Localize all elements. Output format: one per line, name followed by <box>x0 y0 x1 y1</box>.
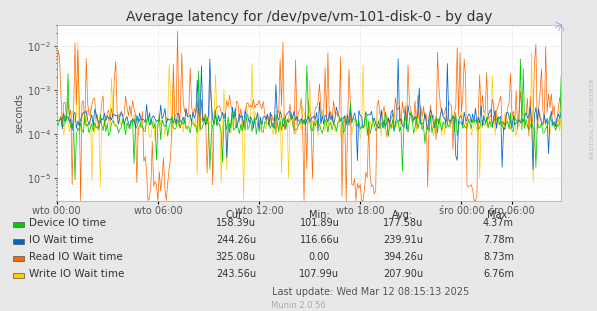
Text: 158.39u: 158.39u <box>216 218 256 228</box>
Text: 239.91u: 239.91u <box>383 235 423 245</box>
Text: Avg:: Avg: <box>392 210 414 220</box>
Text: Last update: Wed Mar 12 08:15:13 2025: Last update: Wed Mar 12 08:15:13 2025 <box>272 287 469 297</box>
Text: IO Wait time: IO Wait time <box>29 235 93 245</box>
Text: 244.26u: 244.26u <box>216 235 256 245</box>
Text: 0.00: 0.00 <box>309 252 330 262</box>
Text: 177.58u: 177.58u <box>383 218 423 228</box>
Text: Cur:: Cur: <box>226 210 246 220</box>
Text: Device IO time: Device IO time <box>29 218 106 228</box>
Text: 4.37m: 4.37m <box>483 218 514 228</box>
Text: Min:: Min: <box>309 210 330 220</box>
Text: Max:: Max: <box>487 210 510 220</box>
Text: 394.26u: 394.26u <box>383 252 423 262</box>
Text: 6.76m: 6.76m <box>483 269 514 279</box>
Text: RRDTOOL / TOBI OETIKER: RRDTOOL / TOBI OETIKER <box>590 78 595 159</box>
Text: 325.08u: 325.08u <box>216 252 256 262</box>
Text: 207.90u: 207.90u <box>383 269 423 279</box>
Y-axis label: seconds: seconds <box>14 93 24 133</box>
Title: Average latency for /dev/pve/vm-101-disk-0 - by day: Average latency for /dev/pve/vm-101-disk… <box>126 10 492 24</box>
Text: 8.73m: 8.73m <box>483 252 514 262</box>
Text: 101.89u: 101.89u <box>300 218 339 228</box>
Text: Read IO Wait time: Read IO Wait time <box>29 252 122 262</box>
Text: 243.56u: 243.56u <box>216 269 256 279</box>
Text: 107.99u: 107.99u <box>299 269 340 279</box>
Text: 7.78m: 7.78m <box>483 235 514 245</box>
Text: Write IO Wait time: Write IO Wait time <box>29 269 124 279</box>
Text: Munin 2.0.56: Munin 2.0.56 <box>271 301 326 310</box>
Text: 116.66u: 116.66u <box>300 235 339 245</box>
